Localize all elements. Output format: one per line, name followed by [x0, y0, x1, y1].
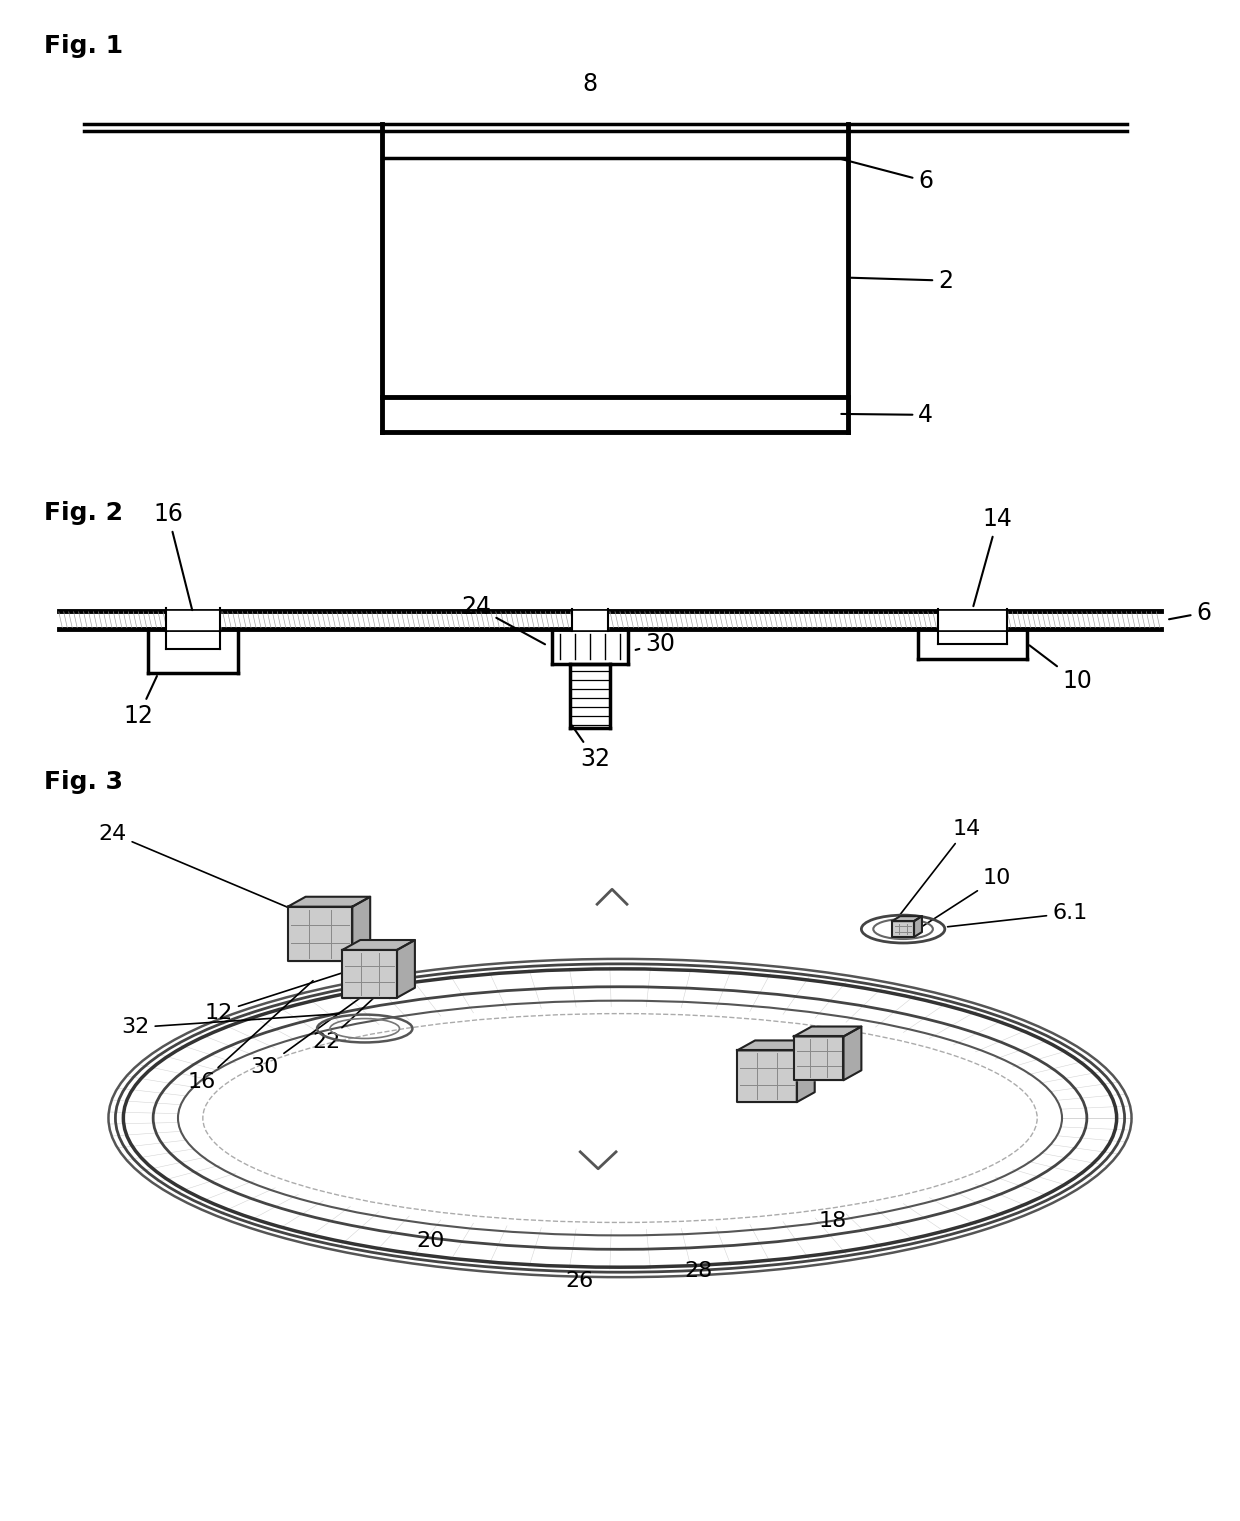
Text: 2: 2: [851, 269, 952, 292]
Text: 14: 14: [900, 818, 981, 916]
Text: Fig. 3: Fig. 3: [43, 770, 123, 794]
Text: 20: 20: [417, 1232, 445, 1252]
Polygon shape: [288, 907, 352, 961]
Text: 12: 12: [123, 675, 157, 729]
Polygon shape: [738, 1051, 797, 1103]
Text: 8: 8: [583, 71, 598, 96]
Text: 32: 32: [122, 1015, 339, 1037]
Text: 14: 14: [973, 508, 1012, 607]
Text: 10: 10: [918, 868, 1011, 929]
Polygon shape: [914, 916, 923, 937]
Polygon shape: [892, 922, 914, 937]
Text: 26: 26: [565, 1272, 594, 1291]
Text: 12: 12: [205, 970, 352, 1022]
Text: 10: 10: [1029, 645, 1092, 694]
Polygon shape: [352, 897, 371, 961]
Text: 28: 28: [684, 1261, 713, 1281]
Polygon shape: [738, 1040, 815, 1051]
Text: 16: 16: [188, 981, 312, 1092]
Text: 6: 6: [1169, 601, 1211, 625]
Polygon shape: [892, 916, 923, 922]
Text: Fig. 1: Fig. 1: [43, 33, 123, 58]
Polygon shape: [288, 897, 371, 907]
Text: 4: 4: [841, 403, 932, 427]
Text: 30: 30: [250, 986, 377, 1077]
Polygon shape: [797, 1040, 815, 1103]
Text: 6: 6: [841, 160, 932, 193]
Polygon shape: [794, 1036, 843, 1080]
Text: 22: 22: [312, 976, 398, 1053]
Text: 18: 18: [818, 1211, 847, 1232]
Polygon shape: [342, 940, 415, 951]
Text: 6.1: 6.1: [947, 903, 1087, 926]
Text: Fig. 2: Fig. 2: [43, 502, 123, 525]
Polygon shape: [397, 940, 415, 998]
Text: 32: 32: [572, 726, 610, 771]
Text: 16: 16: [154, 502, 192, 610]
Text: 24: 24: [461, 595, 546, 645]
Text: 30: 30: [636, 631, 675, 656]
Polygon shape: [342, 951, 397, 998]
Text: 24: 24: [98, 823, 290, 908]
Polygon shape: [843, 1027, 862, 1080]
Polygon shape: [794, 1027, 862, 1036]
